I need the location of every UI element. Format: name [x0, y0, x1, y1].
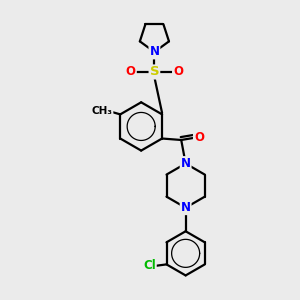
Text: S: S — [150, 65, 159, 79]
Text: N: N — [181, 201, 190, 214]
Text: O: O — [126, 65, 136, 79]
Text: N: N — [181, 157, 190, 170]
Text: CH₃: CH₃ — [92, 106, 112, 116]
Text: O: O — [173, 65, 183, 79]
Text: Cl: Cl — [143, 260, 156, 272]
Text: O: O — [194, 130, 204, 143]
Text: N: N — [149, 45, 159, 58]
